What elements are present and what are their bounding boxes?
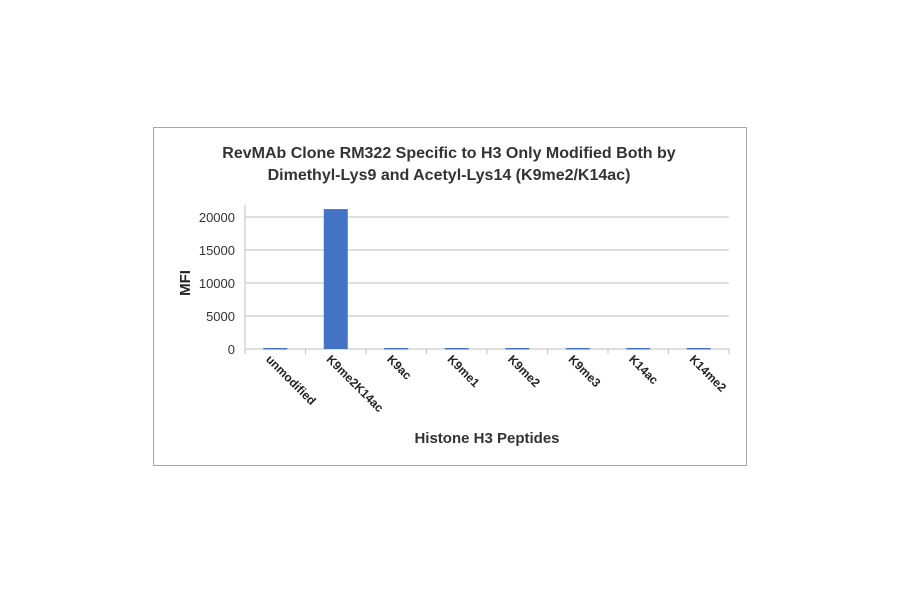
y-tick-label: 20000 bbox=[199, 210, 235, 225]
x-axis-label: Histone H3 Peptides bbox=[414, 430, 559, 447]
y-tick-label: 15000 bbox=[199, 243, 235, 258]
x-tick-label: K9me3 bbox=[566, 352, 604, 390]
chart-frame bbox=[153, 127, 747, 466]
x-tick-label: K14me2 bbox=[687, 352, 730, 395]
bar-K9me2K14ac bbox=[323, 209, 348, 349]
bar-K14ac bbox=[626, 348, 651, 350]
bar-K14me2 bbox=[686, 348, 711, 350]
y-tick-label: 10000 bbox=[199, 276, 235, 291]
y-tick-label: 5000 bbox=[206, 309, 235, 324]
x-tick-label: K9me1 bbox=[445, 352, 483, 390]
chart-title-line-1: RevMAb Clone RM322 Specific to H3 Only M… bbox=[222, 145, 675, 162]
x-tick-label: K14ac bbox=[626, 352, 661, 387]
bar-K9me2 bbox=[505, 348, 530, 350]
bar-K9ac bbox=[384, 348, 409, 350]
y-tick-label: 0 bbox=[228, 342, 235, 357]
chart-title-line-2: Dimethyl-Lys9 and Acetyl-Lys14 (K9me2/K1… bbox=[268, 167, 631, 184]
bar-K9me1 bbox=[444, 348, 469, 350]
bar-K9me3 bbox=[565, 348, 590, 350]
x-tick-label: K9me2 bbox=[505, 352, 543, 390]
x-tick-label: K9ac bbox=[384, 352, 414, 382]
y-axis-label: MFI bbox=[177, 270, 194, 296]
x-tick-label: unmodified bbox=[263, 352, 319, 408]
bar-unmodified bbox=[263, 348, 288, 350]
x-tick-label: K9me2K14ac bbox=[324, 352, 387, 415]
